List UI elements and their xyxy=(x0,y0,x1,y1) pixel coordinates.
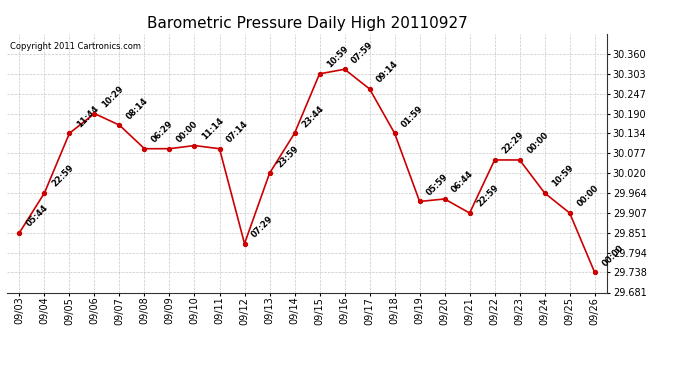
Text: 06:44: 06:44 xyxy=(450,170,475,195)
Text: 11:44: 11:44 xyxy=(75,104,100,129)
Text: 08:14: 08:14 xyxy=(125,96,150,121)
Point xyxy=(564,210,575,216)
Text: 06:29: 06:29 xyxy=(150,119,175,144)
Text: 22:59: 22:59 xyxy=(475,184,500,209)
Text: 00:00: 00:00 xyxy=(575,184,600,209)
Point xyxy=(14,230,25,236)
Text: 05:44: 05:44 xyxy=(25,203,50,229)
Point xyxy=(189,142,200,148)
Point xyxy=(389,130,400,136)
Point xyxy=(89,111,100,117)
Point xyxy=(139,146,150,152)
Point xyxy=(414,198,425,204)
Text: 23:44: 23:44 xyxy=(300,104,326,129)
Text: 10:29: 10:29 xyxy=(100,84,125,109)
Text: 09:14: 09:14 xyxy=(375,60,400,85)
Text: 07:59: 07:59 xyxy=(350,40,375,65)
Text: 10:59: 10:59 xyxy=(325,45,351,70)
Text: 22:29: 22:29 xyxy=(500,130,526,156)
Point xyxy=(464,210,475,216)
Text: 11:14: 11:14 xyxy=(200,116,226,141)
Text: 07:14: 07:14 xyxy=(225,119,250,144)
Point xyxy=(239,241,250,247)
Point xyxy=(439,196,450,202)
Point xyxy=(489,157,500,163)
Point xyxy=(114,122,125,128)
Text: 05:59: 05:59 xyxy=(425,172,451,197)
Text: 01:59: 01:59 xyxy=(400,104,425,129)
Text: Copyright 2011 Cartronics.com: Copyright 2011 Cartronics.com xyxy=(10,42,141,51)
Point xyxy=(314,71,325,77)
Point xyxy=(289,130,300,136)
Point xyxy=(364,86,375,92)
Point xyxy=(39,190,50,196)
Text: 00:00: 00:00 xyxy=(600,243,625,268)
Point xyxy=(164,146,175,152)
Title: Barometric Pressure Daily High 20110927: Barometric Pressure Daily High 20110927 xyxy=(147,16,467,31)
Text: 00:00: 00:00 xyxy=(525,131,550,156)
Text: 00:00: 00:00 xyxy=(175,120,200,144)
Text: 23:59: 23:59 xyxy=(275,144,300,169)
Point xyxy=(539,190,550,196)
Point xyxy=(214,146,225,152)
Point xyxy=(339,66,350,72)
Text: 07:29: 07:29 xyxy=(250,214,275,240)
Point xyxy=(264,170,275,176)
Text: 22:59: 22:59 xyxy=(50,164,75,189)
Point xyxy=(589,270,600,276)
Point xyxy=(64,130,75,136)
Point xyxy=(514,157,525,163)
Text: 10:59: 10:59 xyxy=(550,164,575,189)
